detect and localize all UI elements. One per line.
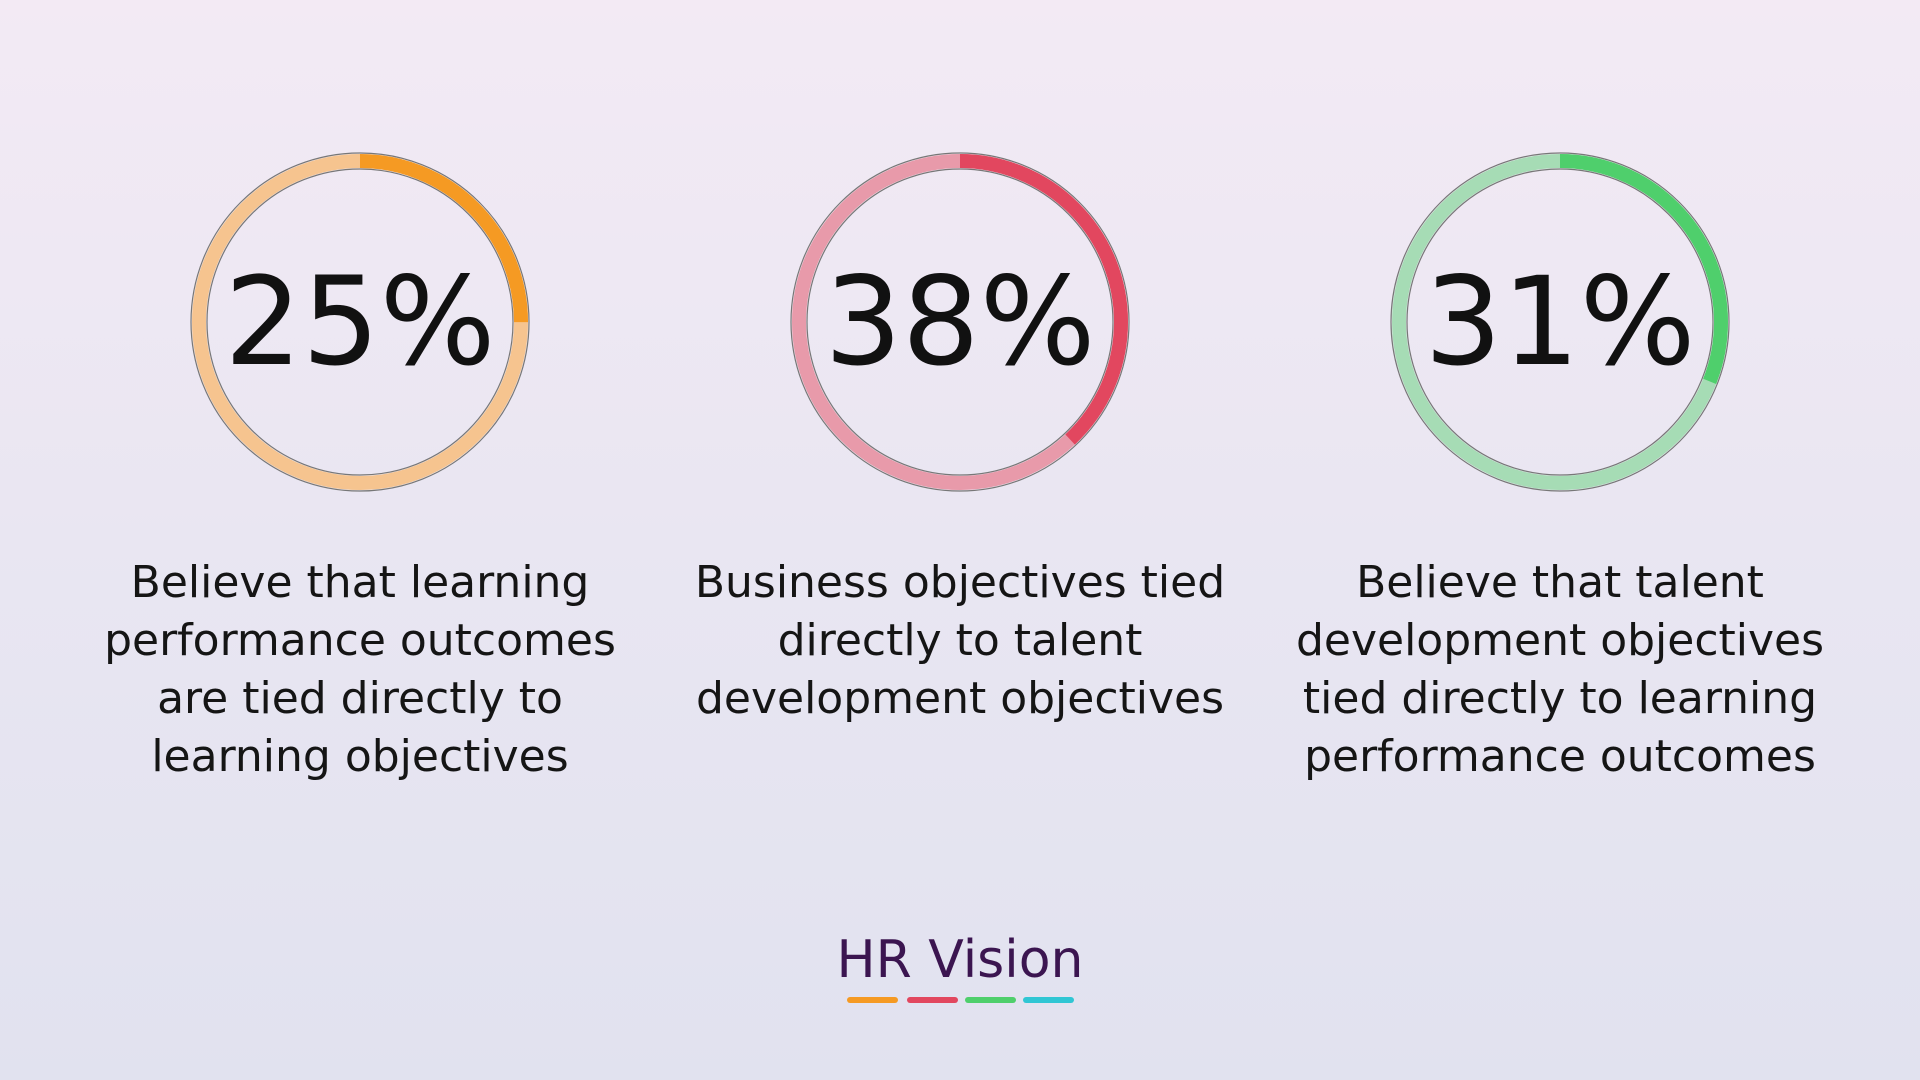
value-label: 31% <box>1424 251 1695 393</box>
ring-edge <box>206 168 514 476</box>
brand: HR Vision <box>836 930 1084 990</box>
ring-edge <box>790 152 1130 492</box>
ring-edge <box>806 168 1114 476</box>
ring-arc <box>792 154 1128 490</box>
value-label: 25% <box>224 251 495 393</box>
ring-edge <box>1390 152 1730 492</box>
ring-edge <box>190 152 530 492</box>
ring-arc <box>1392 154 1728 490</box>
value-label: 38% <box>824 251 1095 393</box>
ring-arc <box>192 154 528 490</box>
description: Believe that learning performance outcom… <box>104 557 616 782</box>
ring-edge <box>1406 168 1714 476</box>
description: Business objectives tied directly to tal… <box>694 557 1226 724</box>
description: Believe that talent development objectiv… <box>1295 557 1825 782</box>
